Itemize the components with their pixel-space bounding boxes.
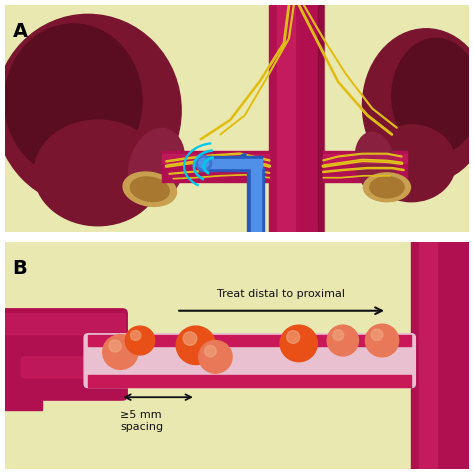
Text: Treat distal to proximal: Treat distal to proximal (217, 289, 345, 299)
Ellipse shape (196, 155, 211, 171)
Ellipse shape (367, 125, 456, 202)
Ellipse shape (199, 158, 209, 168)
Bar (411, 242, 470, 469)
Circle shape (205, 346, 216, 357)
Circle shape (125, 326, 155, 355)
Circle shape (109, 340, 121, 352)
Ellipse shape (130, 177, 169, 201)
Circle shape (183, 332, 197, 346)
Ellipse shape (363, 29, 474, 182)
Bar (5, 314, 42, 410)
Bar (247, 168, 264, 235)
Bar (162, 151, 269, 182)
Circle shape (333, 330, 344, 340)
Bar (88, 375, 411, 387)
Bar (199, 159, 263, 168)
Bar (323, 154, 407, 163)
Ellipse shape (123, 172, 176, 206)
Circle shape (130, 330, 141, 340)
Bar (419, 242, 437, 469)
Text: A: A (13, 22, 27, 41)
Ellipse shape (355, 132, 395, 194)
FancyBboxPatch shape (84, 334, 415, 388)
Ellipse shape (5, 24, 142, 178)
Ellipse shape (129, 128, 184, 204)
Ellipse shape (34, 120, 162, 226)
Ellipse shape (370, 177, 404, 198)
Text: ≥5 mm
spacing: ≥5 mm spacing (120, 410, 164, 432)
Bar (88, 335, 411, 346)
Bar (162, 154, 269, 163)
Ellipse shape (392, 38, 474, 154)
Text: B: B (13, 259, 27, 278)
Bar (199, 155, 263, 171)
Circle shape (287, 331, 300, 343)
Circle shape (280, 325, 318, 362)
Ellipse shape (0, 14, 181, 207)
Circle shape (327, 325, 358, 356)
Circle shape (371, 329, 383, 340)
Circle shape (199, 340, 232, 373)
FancyBboxPatch shape (2, 314, 125, 335)
FancyBboxPatch shape (21, 357, 125, 378)
Circle shape (176, 326, 216, 365)
Ellipse shape (364, 173, 410, 202)
Bar (277, 5, 295, 232)
Circle shape (103, 335, 138, 369)
Circle shape (365, 324, 399, 357)
FancyBboxPatch shape (0, 309, 127, 357)
Bar (251, 168, 261, 235)
Bar (319, 5, 324, 232)
Bar (269, 5, 323, 232)
Bar (323, 151, 407, 182)
FancyBboxPatch shape (19, 352, 127, 400)
